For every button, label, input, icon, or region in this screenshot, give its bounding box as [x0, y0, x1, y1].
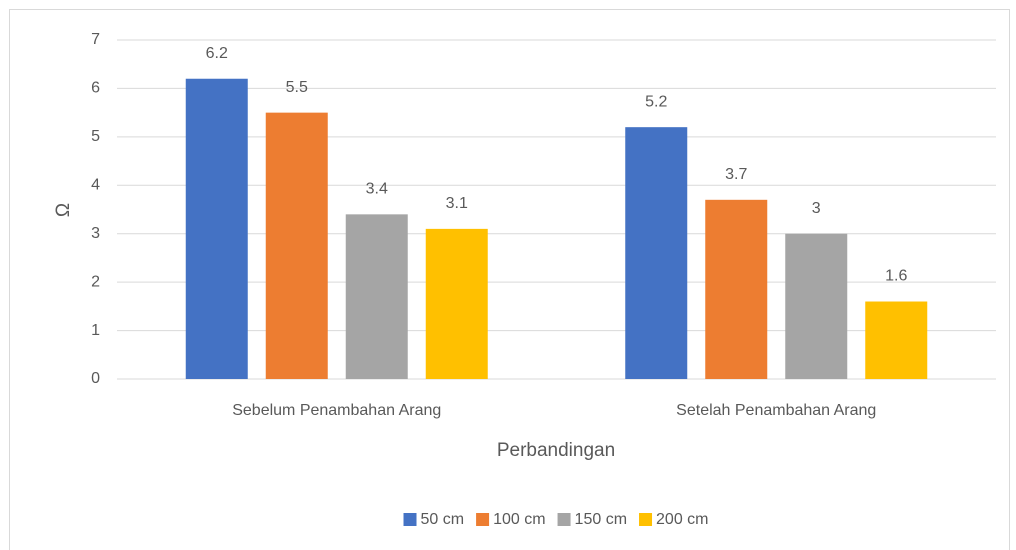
- legend-label: 50 cm: [421, 511, 465, 528]
- y-tick-label: 5: [91, 128, 100, 145]
- legend-label: 100 cm: [493, 511, 545, 528]
- data-label: 1.6: [885, 268, 907, 285]
- bar: [625, 127, 688, 380]
- x-axis-label: Perbandingan: [497, 440, 615, 461]
- y-tick-label: 0: [91, 370, 100, 387]
- y-axis-label: Ω: [53, 203, 74, 217]
- legend-label: 150 cm: [575, 511, 627, 528]
- y-tick-label: 3: [91, 225, 100, 242]
- bar: [425, 228, 488, 379]
- data-label: 3.1: [446, 195, 468, 212]
- chart-border: [9, 9, 1010, 550]
- data-label: 5.5: [286, 79, 308, 96]
- legend-swatch: [557, 513, 571, 526]
- legend-label: 200 cm: [656, 511, 708, 528]
- data-label: 3: [812, 200, 821, 217]
- data-label: 5.2: [645, 93, 667, 110]
- data-label: 3.7: [725, 166, 747, 183]
- bar: [865, 301, 928, 379]
- legend-swatch: [403, 513, 417, 526]
- data-label: 3.4: [366, 181, 388, 198]
- bar: [785, 233, 848, 379]
- bar: [185, 78, 248, 379]
- y-tick-label: 2: [91, 273, 100, 290]
- x-tick-label: Sebelum Penambahan Arang: [232, 402, 441, 419]
- y-tick-label: 1: [91, 322, 100, 339]
- bar: [265, 112, 328, 380]
- legend-swatch: [476, 513, 490, 526]
- x-tick-label: Setelah Penambahan Arang: [676, 402, 876, 419]
- y-tick-label: 7: [91, 31, 100, 48]
- legend-swatch: [639, 513, 653, 526]
- y-tick-label: 4: [91, 177, 100, 194]
- bar: [345, 214, 408, 379]
- data-label: 6.2: [206, 45, 228, 62]
- y-tick-label: 6: [91, 80, 100, 97]
- bar: [705, 199, 768, 379]
